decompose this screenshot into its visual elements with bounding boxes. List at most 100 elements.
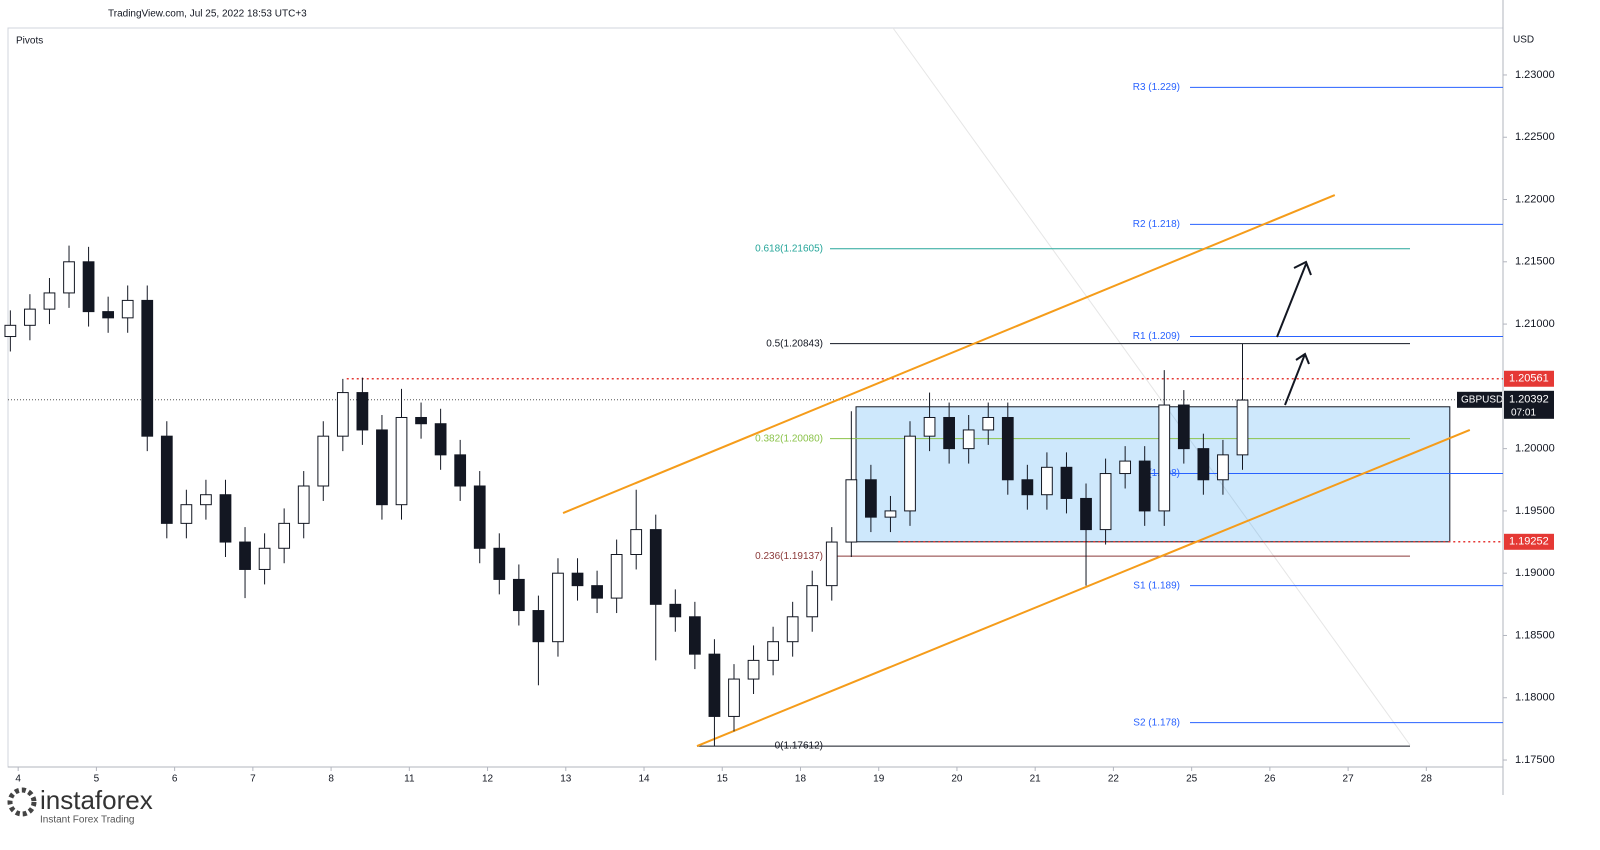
candle-body bbox=[962, 429, 975, 450]
candle-body bbox=[1001, 416, 1014, 481]
y-tick-label: 1.21500 bbox=[1515, 256, 1555, 268]
candle-body bbox=[317, 435, 330, 487]
x-tick-label: 21 bbox=[1030, 774, 1042, 785]
arrows bbox=[1276, 260, 1312, 406]
x-tick-label: 8 bbox=[328, 774, 334, 785]
candle-body bbox=[1158, 404, 1171, 512]
candle-body bbox=[1217, 454, 1229, 481]
candle-body bbox=[767, 641, 779, 661]
candle-body bbox=[493, 547, 506, 580]
candle-body bbox=[786, 616, 799, 643]
candle-body bbox=[1197, 448, 1210, 481]
x-tick-label: 13 bbox=[560, 774, 572, 785]
candle-body bbox=[24, 308, 36, 326]
source-label: TradingView.com, Jul 25, 2022 18:53 UTC+… bbox=[108, 9, 307, 20]
price-tag-label: 1.19252 bbox=[1509, 536, 1549, 548]
x-tick-label: 14 bbox=[638, 774, 650, 785]
candle-body bbox=[336, 392, 349, 437]
y-tick-label: 1.18000 bbox=[1515, 692, 1555, 704]
candle-body bbox=[1080, 497, 1092, 531]
fib-label: 0.382(1.20080) bbox=[755, 433, 823, 444]
y-tick-label: 1.18500 bbox=[1515, 629, 1555, 641]
candle-body bbox=[708, 653, 721, 717]
candle-body bbox=[923, 416, 936, 437]
price-tag-label: 1.20561 bbox=[1509, 373, 1549, 385]
fib-label: 0(1.17612) bbox=[775, 741, 823, 752]
y-tick-label: 1.22000 bbox=[1515, 193, 1555, 205]
x-tick-label: 4 bbox=[15, 774, 21, 785]
x-tick-label: 19 bbox=[873, 774, 885, 785]
candle-body bbox=[1021, 479, 1034, 496]
candle-body bbox=[180, 504, 193, 524]
candle-body bbox=[454, 454, 467, 487]
candle-body bbox=[728, 678, 740, 717]
x-tick-label: 26 bbox=[1264, 774, 1276, 785]
candle-body bbox=[395, 416, 408, 506]
x-tick-label: 28 bbox=[1421, 774, 1433, 785]
y-tick-label: 1.21000 bbox=[1515, 318, 1555, 330]
candle-body bbox=[1119, 460, 1132, 475]
candle-body bbox=[376, 429, 388, 506]
candle-body bbox=[669, 603, 682, 618]
candle-body bbox=[1177, 404, 1190, 450]
current-price-tag bbox=[1504, 390, 1554, 419]
candle-body bbox=[200, 494, 212, 506]
x-tick-label: 27 bbox=[1343, 774, 1355, 785]
current-price-label: 1.20392 bbox=[1509, 394, 1549, 406]
countdown-label: 07:01 bbox=[1511, 407, 1536, 418]
pivot-label: R3 (1.229) bbox=[1133, 82, 1180, 93]
pivot-label: R1 (1.209) bbox=[1133, 331, 1180, 342]
candle-body bbox=[610, 554, 623, 599]
channel-line bbox=[562, 194, 1336, 514]
candle-body bbox=[356, 392, 369, 431]
candle-body bbox=[258, 547, 271, 570]
y-tick-label: 1.19500 bbox=[1515, 505, 1555, 517]
candle-body bbox=[571, 572, 584, 587]
price-tag bbox=[1504, 370, 1554, 387]
candle-body bbox=[904, 435, 916, 512]
x-tick-label: 7 bbox=[250, 774, 256, 785]
layers: 1.23000 1.22500 1.22000 1.21500 1.21000 1.200… bbox=[4, 69, 1555, 785]
candle-body bbox=[434, 423, 447, 456]
candle-body bbox=[591, 585, 603, 599]
x-tick-label: 6 bbox=[172, 774, 178, 785]
candle-body bbox=[532, 610, 545, 643]
indicator-label: Pivots bbox=[16, 36, 43, 47]
arrow bbox=[1276, 260, 1312, 338]
x-tick-label: 5 bbox=[94, 774, 100, 785]
candle-body bbox=[865, 479, 877, 518]
y-tick-label: 1.20000 bbox=[1515, 443, 1555, 455]
candle-body bbox=[121, 299, 134, 319]
candle-body bbox=[278, 522, 291, 549]
symbol-label: GBPUSD bbox=[1461, 394, 1503, 405]
candle-body bbox=[239, 541, 251, 570]
candle-body bbox=[806, 585, 819, 618]
candle-body bbox=[512, 578, 525, 612]
price-tag bbox=[1504, 533, 1554, 550]
candle-body bbox=[297, 485, 310, 524]
candle-body bbox=[43, 292, 56, 310]
candle-body bbox=[1138, 460, 1151, 512]
candle-body bbox=[825, 541, 838, 587]
candle-body bbox=[552, 572, 564, 643]
logo-name: instaforex bbox=[40, 785, 153, 815]
x-tick-label: 11 bbox=[404, 774, 415, 785]
candle-body bbox=[1041, 466, 1053, 496]
y-tick-label: 1.17500 bbox=[1515, 754, 1555, 766]
fib-label: 0.236(1.19137) bbox=[755, 551, 823, 562]
candle-body bbox=[884, 510, 897, 518]
candle-body bbox=[415, 416, 427, 425]
fib-label: 0.5(1.20843) bbox=[766, 338, 823, 349]
y-tick-label: 1.22500 bbox=[1515, 131, 1555, 143]
y-tick-label: 1.23000 bbox=[1515, 69, 1555, 81]
logo-tagline: Instant Forex Trading bbox=[40, 815, 135, 826]
pivot-label: S2 (1.178) bbox=[1133, 717, 1180, 728]
x-tick-label: 15 bbox=[717, 774, 729, 785]
x-tick-label: 12 bbox=[482, 774, 494, 785]
candle-body bbox=[1099, 473, 1112, 531]
candle-body bbox=[649, 529, 662, 605]
logo-icon bbox=[7, 787, 37, 817]
x-tick-label: 25 bbox=[1186, 774, 1198, 785]
diagonal-line bbox=[892, 27, 1411, 746]
